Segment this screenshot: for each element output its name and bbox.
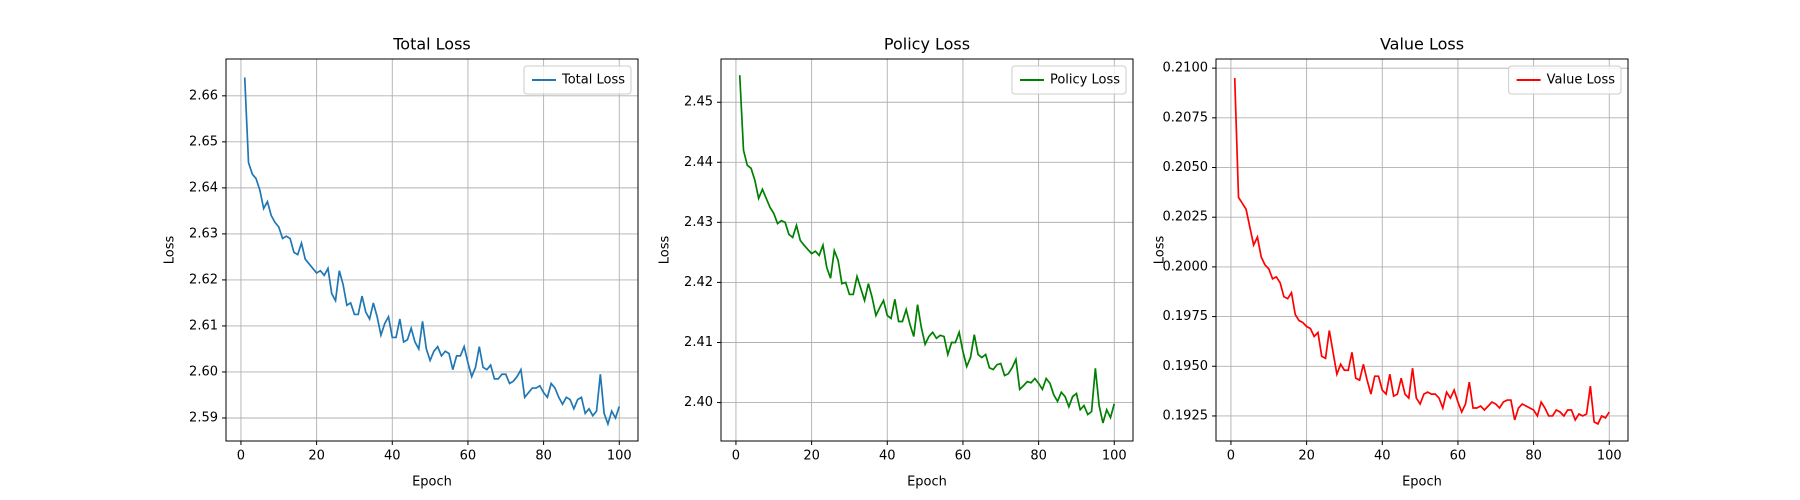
y-tick-label: 0.1975: [1163, 309, 1209, 324]
data-line: [243, 77, 621, 427]
legend-label: Value Loss: [1547, 73, 1616, 88]
y-axis-label: Loss: [1153, 236, 1168, 265]
y-tick-label: 2.60: [189, 364, 218, 379]
x-tick-label: 0: [1227, 449, 1235, 464]
x-axis-label: Epoch: [412, 475, 452, 490]
y-axis-label: Loss: [163, 236, 178, 265]
subplot-title: Total Loss: [392, 35, 471, 54]
y-axis-label: Loss: [658, 236, 673, 265]
y-tick-label: 2.42: [684, 275, 713, 290]
y-tick-label: 2.65: [189, 134, 218, 149]
y-tick-label: 0.2000: [1163, 259, 1209, 274]
legend-box: [523, 65, 632, 95]
y-tick-label: 2.44: [684, 155, 713, 170]
y-tick-label: 2.61: [189, 318, 218, 333]
x-tick-label: 60: [460, 449, 477, 464]
legend-box: [1508, 65, 1622, 95]
x-tick-label: 80: [535, 449, 552, 464]
x-tick-label: 100: [1102, 449, 1127, 464]
subplot: 0 20 40 60 80 100 2.40 2.41 2.42 2.43 2.44 2.45 Poli…: [658, 35, 1134, 490]
y-tick-label: 0.2100: [1163, 61, 1209, 76]
x-tick-label: 60: [1450, 449, 1467, 464]
legend-label: Total Loss: [561, 73, 625, 88]
y-tick-label: 2.59: [189, 410, 218, 425]
x-tick-label: 40: [1374, 449, 1391, 464]
legend: Value Loss: [1508, 65, 1622, 95]
y-tick-label: 2.43: [684, 215, 713, 230]
subplot: 0 20 40 60 80 100 2.59 2.60 2.61 2.62 2.63 2.64 2.65…: [163, 35, 639, 490]
y-tick-label: 2.63: [189, 226, 218, 241]
legend-label: Policy Loss: [1050, 73, 1120, 88]
x-tick-label: 80: [1525, 449, 1542, 464]
x-axis-label: Epoch: [1402, 475, 1442, 490]
x-axis-label: Epoch: [907, 475, 947, 490]
y-tick-label: 0.2050: [1163, 160, 1209, 175]
x-tick-label: 0: [732, 449, 740, 464]
legend-box: [1011, 65, 1127, 95]
x-tick-label: 100: [607, 449, 632, 464]
subplot-title: Policy Loss: [884, 35, 970, 54]
x-tick-label: 20: [803, 449, 820, 464]
y-tick-label: 2.64: [189, 180, 218, 195]
legend: Policy Loss: [1011, 65, 1127, 95]
x-tick-label: 100: [1597, 449, 1622, 464]
y-tick-label: 2.66: [189, 88, 218, 103]
x-tick-label: 0: [237, 449, 245, 464]
y-tick-label: 2.40: [684, 395, 713, 410]
y-tick-label: 0.2075: [1163, 110, 1209, 125]
y-tick-label: 2.62: [189, 272, 218, 287]
subplot: 0 20 40 60 80 100 0.1925 0.1950 0.1975 0.2000 0.20…: [1153, 35, 1629, 490]
subplot-title: Value Loss: [1380, 35, 1464, 54]
x-tick-label: 20: [1298, 449, 1315, 464]
x-tick-label: 20: [308, 449, 325, 464]
y-tick-label: 0.1950: [1163, 359, 1209, 374]
y-tick-label: 2.45: [684, 95, 713, 110]
x-tick-label: 40: [879, 449, 896, 464]
data-line: [1233, 78, 1610, 426]
x-tick-label: 80: [1030, 449, 1047, 464]
y-tick-label: 0.2025: [1163, 210, 1209, 225]
axes-frame: [225, 58, 639, 442]
legend: Total Loss: [523, 65, 632, 95]
axes-frame: [1215, 58, 1629, 442]
x-tick-label: 60: [955, 449, 972, 464]
x-tick-label: 40: [384, 449, 401, 464]
data-line: [738, 75, 1116, 424]
y-tick-label: 0.1925: [1163, 408, 1209, 423]
y-tick-label: 2.41: [684, 335, 713, 350]
axes-frame: [720, 58, 1134, 442]
